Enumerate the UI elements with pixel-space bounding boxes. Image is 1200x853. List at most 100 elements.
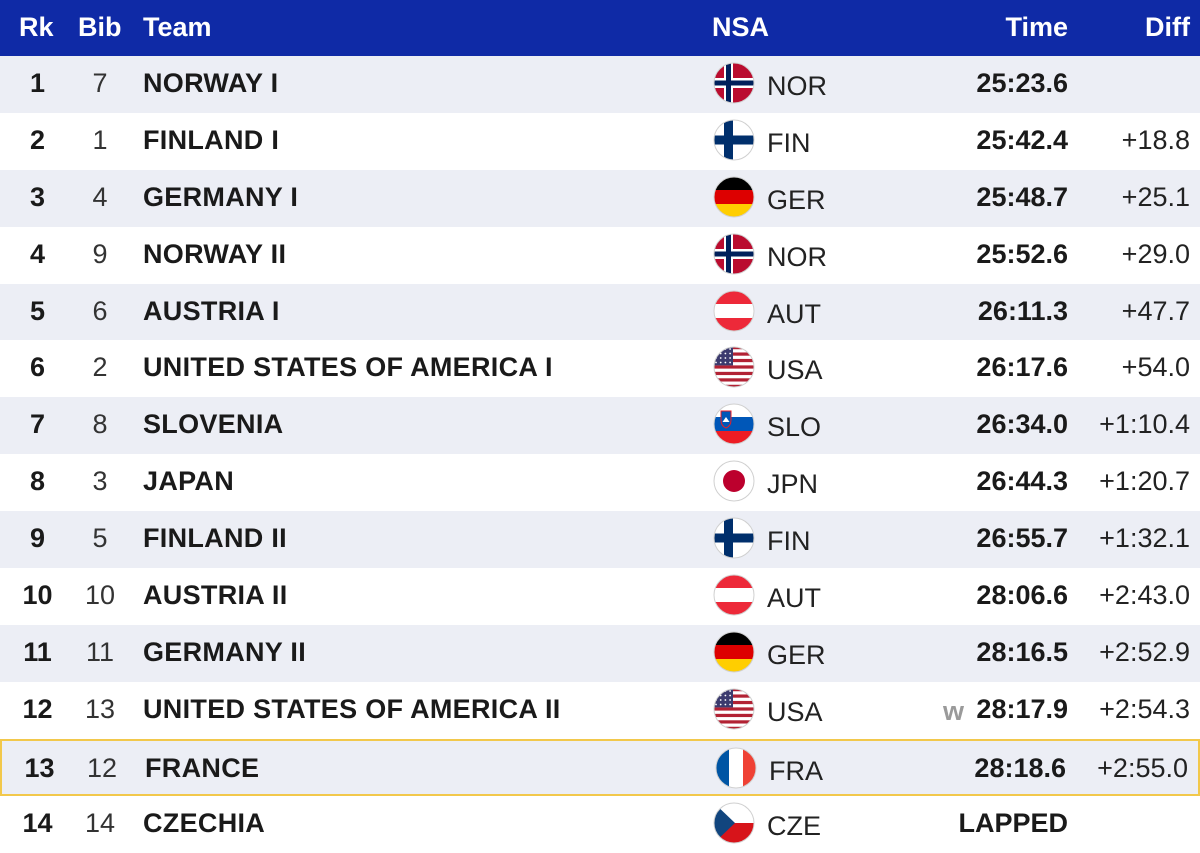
table-row[interactable]: 7 8 SLOVENIA SLO 26:34.0 +1:10.4 — [0, 397, 1200, 455]
header-diff[interactable]: Diff — [1145, 12, 1190, 42]
team-name[interactable]: UNITED STATES OF AMERICA I — [143, 352, 553, 383]
rank-cell: 6 — [29, 352, 46, 383]
czechia-flag-icon — [713, 802, 755, 844]
team-name[interactable]: JAPAN — [143, 466, 235, 497]
table-row[interactable]: 2 1 FINLAND I FIN 25:42.4 +18.8 — [0, 113, 1200, 170]
time-note: w — [942, 695, 964, 726]
bib-cell: 8 — [92, 409, 108, 440]
rank-cell: 1 — [29, 68, 46, 98]
table-row[interactable]: 11 11 GERMANY II GER 28:16.5 +2:52.9 — [0, 624, 1200, 682]
nsa-code: AUT — [767, 583, 821, 614]
team-name[interactable]: FINLAND I — [143, 124, 280, 155]
japan-flag-icon — [713, 460, 755, 502]
bib-cell: 12 — [86, 752, 118, 783]
table-row[interactable]: 5 6 AUSTRIA I AUT 26:11.3 +47.7 — [0, 283, 1200, 341]
diff-cell: +2:52.9 — [1099, 636, 1190, 667]
header-team[interactable]: Team — [143, 12, 212, 42]
bib-cell: 9 — [92, 238, 108, 269]
team-name[interactable]: NORWAY I — [143, 68, 279, 98]
header-bib[interactable]: Bib — [78, 12, 122, 42]
austria-flag-icon — [713, 574, 755, 616]
nsa-code: GER — [767, 184, 826, 215]
team-name[interactable]: FRANCE — [145, 752, 260, 783]
time-cell: 25:42.4 — [976, 124, 1068, 155]
table-row[interactable]: 8 3 JAPAN JPN 26:44.3 +1:20.7 — [0, 454, 1200, 511]
table-row[interactable]: 3 4 GERMANY I GER 25:48.7 +25.1 — [0, 169, 1200, 227]
time-cell: 26:17.6 — [976, 352, 1068, 383]
bib-cell: 2 — [92, 352, 108, 383]
bib-cell: 10 — [84, 580, 116, 611]
team-name[interactable]: NORWAY II — [143, 238, 287, 269]
rank-cell: 2 — [29, 124, 46, 155]
team-name[interactable]: AUSTRIA I — [143, 295, 280, 326]
france-flag-icon — [715, 747, 757, 789]
rank-cell: 10 — [22, 580, 53, 611]
rank-cell: 9 — [29, 523, 46, 554]
bib-cell: 1 — [92, 124, 108, 155]
rank-cell: 7 — [29, 409, 46, 440]
diff-cell: +18.8 — [1121, 124, 1190, 155]
nsa-code: GER — [767, 639, 826, 670]
header-rank[interactable]: Rk — [19, 12, 54, 42]
diff-cell: +2:54.3 — [1099, 693, 1190, 724]
team-name[interactable]: UNITED STATES OF AMERICA II — [143, 693, 561, 724]
nsa-code: FRA — [769, 755, 823, 786]
diff-cell: +1:32.1 — [1099, 523, 1190, 554]
time-cell: 25:52.6 — [976, 238, 1068, 269]
rank-cell: 3 — [29, 181, 46, 212]
time-cell: 26:55.7 — [976, 523, 1068, 554]
nsa-code: SLO — [767, 412, 822, 443]
team-name[interactable]: GERMANY II — [143, 636, 307, 667]
table-row[interactable]: 10 10 AUSTRIA II AUT 28:06.6 +2:43.0 — [0, 568, 1200, 625]
time-cell: 25:23.6 — [976, 68, 1068, 98]
norway-flag-icon — [713, 62, 755, 104]
time-cell: 25:48.7 — [976, 181, 1068, 212]
time-cell: 28:16.5 — [976, 636, 1068, 667]
table-header: Rk Bib Team NSA Time Diff — [0, 0, 1200, 56]
germany-flag-icon — [713, 176, 755, 218]
team-name[interactable]: FINLAND II — [143, 523, 287, 554]
bib-cell: 3 — [92, 466, 108, 497]
nsa-code: NOR — [767, 71, 827, 101]
diff-cell: +2:43.0 — [1099, 580, 1190, 611]
diff-cell: +1:20.7 — [1099, 466, 1190, 497]
nsa-code: AUT — [767, 298, 821, 329]
diff-cell: +29.0 — [1121, 238, 1190, 269]
team-name[interactable]: AUSTRIA II — [143, 580, 288, 611]
nsa-code: FIN — [767, 127, 811, 158]
bib-cell: 11 — [85, 636, 115, 667]
bib-cell: 13 — [84, 693, 116, 724]
nsa-code: FIN — [767, 526, 811, 557]
table-row[interactable]: 14 14 CZECHIA CZE LAPPED — [0, 796, 1200, 853]
rank-cell: 8 — [29, 466, 46, 497]
time-cell: 28:18.6 — [974, 752, 1066, 783]
bib-cell: 4 — [92, 181, 108, 212]
usa-flag-icon — [713, 346, 755, 388]
table-row[interactable]: 13 12 FRANCE FRA 28:18.6 +2:55.0 — [0, 738, 1200, 796]
table-row[interactable]: 6 2 UNITED STATES OF AMERICA I USA 26:17.6 +5… — [0, 340, 1200, 397]
time-cell: 26:34.0 — [976, 409, 1068, 440]
table-row[interactable]: 9 5 FINLAND II FIN 26:55.7 +1:32.1 — [0, 511, 1200, 569]
diff-cell: +25.1 — [1121, 181, 1190, 212]
usa-flag-icon — [713, 688, 755, 730]
rank-cell: 4 — [29, 238, 46, 269]
nsa-code: JPN — [767, 469, 819, 500]
nsa-code: USA — [767, 696, 823, 727]
table-row[interactable]: 1 7 NORWAY I NOR 25:23.6 — [0, 56, 1200, 113]
team-name[interactable]: GERMANY I — [143, 181, 299, 212]
team-name[interactable]: CZECHIA — [143, 807, 266, 838]
rank-cell: 5 — [29, 295, 46, 326]
time-cell: 28:17.9 — [976, 693, 1068, 724]
rank-cell: 13 — [24, 752, 55, 783]
norway-flag-icon — [713, 233, 755, 275]
time-cell: 26:11.3 — [977, 295, 1068, 326]
team-name[interactable]: SLOVENIA — [143, 409, 284, 440]
slovenia-flag-icon — [713, 403, 755, 445]
table-row[interactable]: 12 13 UNITED STATES OF AMERICA II USA w 28:17… — [0, 682, 1200, 739]
rank-cell: 11 — [23, 636, 52, 667]
table-row[interactable]: 4 9 NORWAY II NOR 25:52.6 +29.0 — [0, 227, 1200, 284]
header-nsa[interactable]: NSA — [712, 12, 770, 42]
header-time[interactable]: Time — [1005, 12, 1068, 42]
diff-cell: +1:10.4 — [1099, 409, 1190, 440]
